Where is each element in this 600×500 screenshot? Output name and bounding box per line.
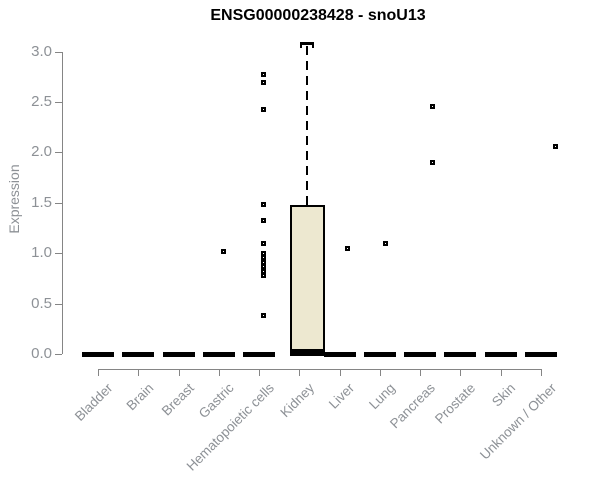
x-tick-label-brain: Brain (123, 380, 157, 414)
x-tick-label-unknown-other: Unknown / Other (476, 380, 559, 463)
x-tick (339, 368, 341, 376)
x-tick-label-breast: Breast (158, 380, 197, 419)
y-tick-label: 2.0 (31, 143, 52, 161)
x-tick (500, 368, 502, 376)
x-tick (540, 368, 542, 376)
x-tick (379, 368, 381, 376)
outlier-marker-pancreas (429, 103, 435, 109)
whisker-cap-end-left (300, 42, 303, 49)
zero-bar-skin (484, 351, 517, 357)
y-tick-label: 0.0 (31, 345, 52, 362)
y-tick-label: 0.5 (31, 294, 52, 312)
outlier-marker-hematopoietic-cells (260, 80, 266, 86)
outlier-marker-gastric (221, 248, 227, 254)
x-tick-label-prostate: Prostate (432, 380, 479, 427)
x-tick-label-kidney: Kidney (277, 380, 318, 421)
outlier-marker-hematopoietic-cells (260, 250, 266, 256)
zero-bar-bladder (82, 351, 114, 357)
y-tick (55, 303, 62, 305)
outlier-marker-unknown-other (553, 143, 559, 149)
zero-bar-hematopoietic-cells (243, 351, 276, 357)
outlier-marker-hematopoietic-cells (260, 72, 266, 78)
y-tick-label: 1.0 (31, 244, 52, 262)
upper-whisker (306, 45, 309, 205)
zero-bar-lung (363, 351, 396, 357)
zero-bar-brain (122, 351, 155, 357)
zero-bar-liver (323, 351, 356, 357)
y-tick-label: 2.5 (31, 93, 52, 110)
outlier-marker-hematopoietic-cells (260, 254, 266, 260)
y-axis-line (61, 51, 63, 354)
median-line-kidney (289, 349, 325, 355)
outlier-marker-pancreas (429, 159, 435, 165)
zero-bar-pancreas (404, 351, 437, 357)
x-tick-label-bladder: Bladder (72, 380, 116, 424)
outlier-marker-lung (383, 240, 389, 246)
zero-bar-gastric (202, 351, 235, 357)
outlier-marker-hematopoietic-cells (260, 263, 266, 269)
y-tick (55, 51, 62, 53)
outlier-marker-hematopoietic-cells (260, 106, 266, 112)
y-tick (55, 152, 62, 154)
outlier-marker-hematopoietic-cells (260, 259, 266, 265)
box-kidney (289, 204, 325, 356)
x-axis-line (98, 368, 541, 370)
whisker-cap-end-right (312, 42, 315, 49)
y-tick (55, 202, 62, 204)
x-tick (299, 368, 301, 376)
x-tick (178, 368, 180, 376)
chart-title: ENSG00000238428 - snoU13 (210, 7, 426, 24)
x-tick (218, 368, 220, 376)
outlier-marker-hematopoietic-cells (260, 240, 266, 246)
outlier-marker-hematopoietic-cells (260, 313, 266, 319)
zero-bar-unknown-other (524, 351, 557, 357)
x-tick (98, 368, 99, 376)
y-tick (55, 102, 62, 103)
x-tick (138, 368, 140, 376)
x-tick (460, 368, 462, 376)
zero-bar-breast (162, 351, 195, 357)
y-tick-label: 3.0 (31, 42, 52, 60)
x-tick (259, 368, 261, 376)
y-tick (55, 354, 62, 355)
y-tick (55, 253, 62, 255)
x-tick-label-liver: Liver (326, 380, 358, 412)
outlier-marker-hematopoietic-cells (260, 202, 266, 208)
y-tick-label: 1.5 (31, 193, 52, 211)
zero-bar-prostate (444, 351, 477, 357)
outlier-marker-hematopoietic-cells (260, 268, 266, 274)
whisker-cap (300, 42, 315, 46)
x-tick (420, 368, 422, 376)
x-tick-label-lung: Lung (365, 380, 398, 413)
outlier-marker-liver (345, 245, 351, 251)
outlier-marker-hematopoietic-cells (260, 272, 266, 278)
x-tick-label-skin: Skin (489, 380, 519, 410)
outlier-marker-hematopoietic-cells (260, 218, 266, 224)
